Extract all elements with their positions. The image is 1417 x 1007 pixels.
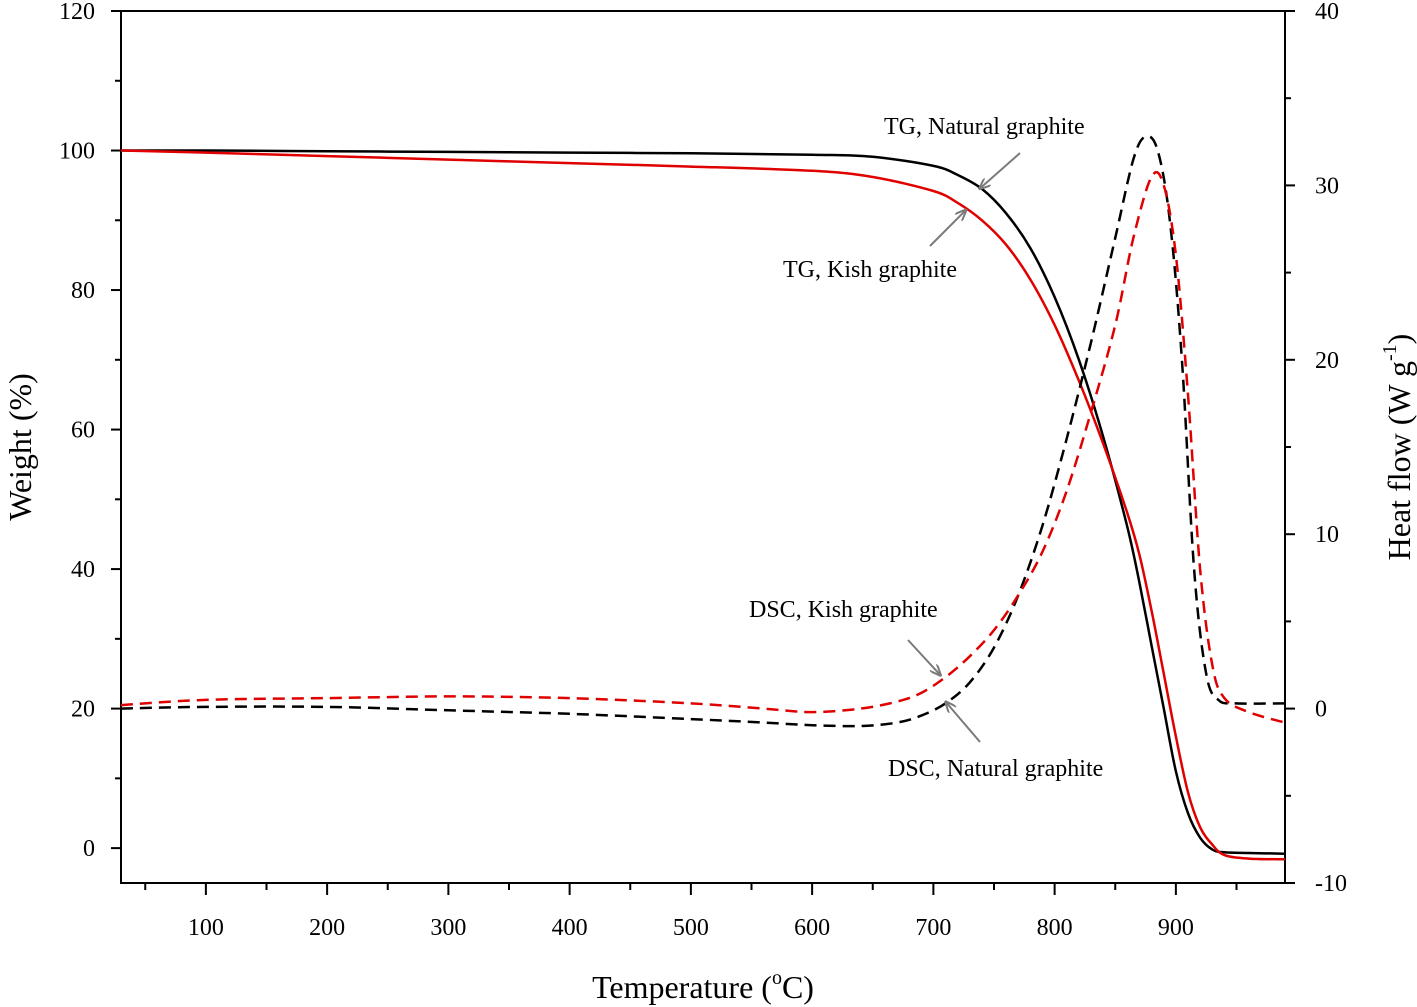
annotations: TG, Natural graphite TG, Kish graphite D… <box>749 114 1103 782</box>
y2-tick-label: 30 <box>1315 173 1339 199</box>
annotation-dsc-natural: DSC, Natural graphite <box>888 756 1103 782</box>
y-tick-label: 60 <box>71 418 95 444</box>
series-dsc-natural-graphite <box>120 134 1286 728</box>
arrow-tg-kish <box>929 210 966 247</box>
x-tick-label: 200 <box>309 915 345 941</box>
x-tick-label: 100 <box>188 915 224 941</box>
annotation-dsc-kish: DSC, Kish graphite <box>749 597 938 623</box>
y-tick-label: 120 <box>59 0 95 25</box>
y2-axis-title: Heat flow (W g-1) <box>1379 334 1417 561</box>
axis-ticks: 100 200 300 400 500 600 700 800 9000204060801001… <box>59 0 1347 941</box>
annotation-tg-natural: TG, Natural graphite <box>884 114 1085 140</box>
y2-tick-label: 0 <box>1315 697 1327 723</box>
y2-tick-label: 40 <box>1315 0 1339 25</box>
arrow-dsc-natural <box>946 702 981 743</box>
x-tick-label: 800 <box>1037 915 1073 941</box>
y2-tick-label: 10 <box>1315 522 1339 548</box>
y2-tick-label: 20 <box>1315 348 1339 374</box>
y2-tick-label: -10 <box>1315 871 1347 897</box>
arrow-tg-natural <box>979 152 1021 189</box>
y-tick-label: 20 <box>71 697 95 723</box>
x-tick-label: 300 <box>430 915 466 941</box>
x-tick-label: 500 <box>673 915 709 941</box>
y-tick-label: 100 <box>59 139 95 165</box>
annotation-tg-kish: TG, Kish graphite <box>783 257 957 283</box>
arrow-dsc-kish <box>907 639 941 675</box>
data-series <box>120 134 1286 861</box>
x-tick-label: 700 <box>915 915 951 941</box>
x-tick-label: 400 <box>552 915 588 941</box>
y-tick-label: 0 <box>83 836 95 862</box>
series-dsc-kish-graphite <box>120 170 1286 724</box>
y-tick-label: 40 <box>71 557 95 583</box>
plot-frame <box>120 10 1286 884</box>
x-axis-title: Temperature (oC) <box>592 967 814 1005</box>
series-tg-kish-graphite <box>120 149 1286 861</box>
y-axis-title: Weight (%) <box>2 373 38 521</box>
x-tick-label: 600 <box>794 915 830 941</box>
y-tick-label: 80 <box>71 278 95 304</box>
series-tg-natural-graphite <box>120 149 1286 855</box>
x-tick-label: 900 <box>1158 915 1194 941</box>
